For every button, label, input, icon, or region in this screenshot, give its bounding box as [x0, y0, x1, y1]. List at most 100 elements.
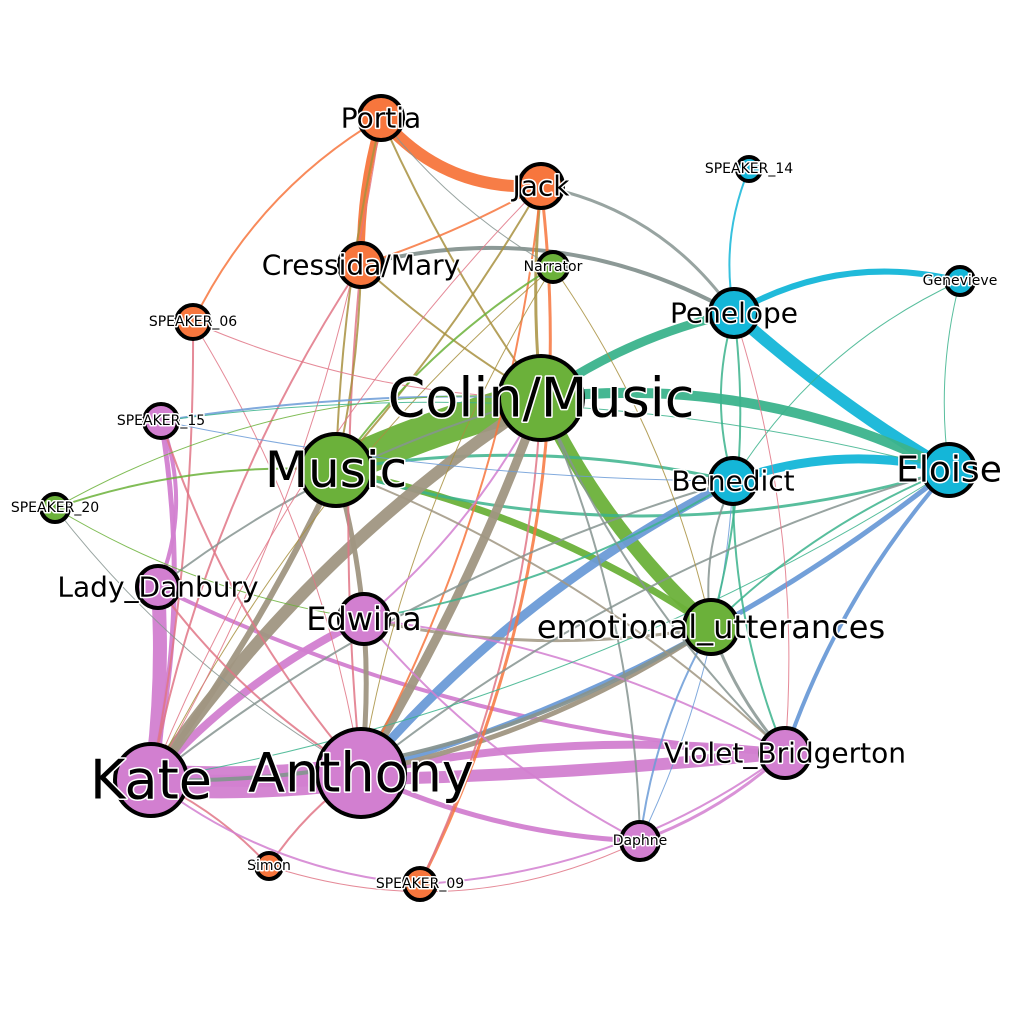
node-portia: Portia	[339, 94, 423, 142]
node-cressida: Cressida/Mary	[260, 241, 462, 289]
node-edwina: Edwina	[305, 592, 423, 646]
node-circle-cressida	[337, 241, 385, 289]
node-label-speaker09: SPEAKER_09	[376, 876, 464, 892]
node-circle-colin	[497, 354, 585, 442]
node-benedict: Benedict	[670, 456, 796, 506]
node-label-violet: Violet_Bridgerton	[664, 737, 906, 770]
node-label-benedict: Benedict	[671, 465, 794, 498]
node-label-colin: Colin/Music	[388, 367, 695, 430]
edge-music-eloise	[335, 468, 950, 518]
node-penelope: Penelope	[669, 287, 800, 339]
node-label-eloise: Eloise	[896, 450, 1002, 491]
edge-jack-anthony	[360, 185, 542, 774]
edge-jack-music	[335, 185, 542, 471]
edge-portia-speaker06	[192, 117, 382, 323]
edge-speaker15-benedict	[160, 420, 734, 482]
node-label-edwina: Edwina	[306, 600, 421, 638]
edge-speaker09-violet	[419, 752, 786, 885]
edge-speaker06-anthony	[192, 321, 362, 774]
node-circle-violet	[758, 726, 812, 780]
edge-eloise-emotional	[710, 469, 950, 628]
edge-speaker20-anthony	[54, 507, 362, 774]
edge-benedict-kate	[150, 480, 734, 781]
node-circle-jack	[517, 162, 565, 210]
edge-music-benedict	[335, 453, 734, 483]
edge-narrator-music	[335, 266, 554, 471]
edge-edwina-daphne	[363, 618, 641, 842]
edge-music-emotional	[335, 466, 713, 630]
node-circle-speaker09	[402, 866, 438, 902]
node-label-speaker06: SPEAKER_06	[149, 314, 237, 330]
edge-speaker15-anthony	[160, 420, 362, 774]
node-label-emotional: emotional_utterances	[537, 608, 885, 646]
node-label-simon: Simon	[247, 858, 291, 874]
node-simon: Simon	[246, 851, 292, 881]
node-colin: Colin/Music	[386, 354, 696, 442]
node-label-narrator: Narrator	[524, 259, 583, 275]
node-music: Music	[263, 432, 409, 508]
node-label-anthony: Anthony	[248, 742, 474, 805]
edge-violet-eloise	[783, 468, 951, 754]
edge-violet-music	[335, 469, 786, 754]
edge-anthony-benedict	[357, 476, 736, 776]
node-circle-penelope	[708, 287, 760, 339]
node-emotional: emotional_utterances	[535, 598, 887, 656]
node-label-portia: Portia	[341, 102, 421, 135]
node-label-danbury: Lady_Danbury	[57, 571, 258, 604]
node-daphne: Daphne	[611, 820, 669, 862]
node-circle-daphne	[619, 820, 661, 862]
edge-violet-penelope	[733, 312, 790, 754]
node-speaker20: SPEAKER_20	[9, 492, 101, 524]
edge-jack-speaker09	[418, 185, 552, 885]
node-speaker14: SPEAKER_14	[703, 155, 795, 183]
node-label-speaker14: SPEAKER_14	[705, 161, 793, 177]
node-circle-eloise	[921, 442, 977, 498]
edge-portia-music	[335, 117, 382, 471]
edge-portia-narrator	[380, 117, 554, 268]
node-eloise: Eloise	[895, 442, 1003, 498]
node-label-jack: Jack	[510, 170, 570, 203]
node-danbury: Lady_Danbury	[56, 564, 260, 610]
node-label-penelope: Penelope	[670, 297, 798, 330]
edge-portia-kate	[150, 117, 382, 781]
node-circle-genevieve	[944, 265, 976, 297]
edge-cressida-anthony	[347, 264, 362, 774]
edge-edwina-emotional	[363, 617, 712, 643]
node-circle-anthony	[315, 727, 407, 819]
node-speaker06: SPEAKER_06	[147, 303, 239, 341]
node-circle-simon	[254, 851, 284, 881]
node-circle-speaker06	[174, 303, 212, 341]
edge-genevieve-benedict	[732, 280, 961, 482]
edge-penelope-jack	[540, 184, 736, 314]
node-circle-danbury	[135, 564, 181, 610]
node-circle-speaker15	[142, 402, 180, 440]
node-circle-narrator	[536, 250, 570, 284]
edge-emotional-narrator	[552, 266, 712, 628]
node-label-genevieve: Genevieve	[923, 273, 998, 289]
edge-cressida-kate	[150, 264, 362, 781]
edge-genevieve-eloise	[943, 280, 961, 471]
edge-penelope-eloise	[729, 308, 953, 476]
edge-eloise-kate	[150, 469, 950, 781]
edge-cressida-jack	[360, 185, 542, 266]
node-circle-benedict	[708, 456, 758, 506]
edge-kate-emotional	[150, 625, 713, 783]
node-label-speaker20: SPEAKER_20	[11, 500, 99, 516]
node-anthony: Anthony	[247, 727, 475, 819]
node-circle-speaker20	[39, 492, 71, 524]
edge-edwina-benedict	[363, 480, 734, 620]
edge-violet-colin	[540, 397, 786, 754]
node-kate: Kate	[89, 742, 213, 818]
edge-eloise-anthony	[360, 469, 950, 774]
node-label-daphne: Daphne	[613, 833, 668, 849]
node-circle-kate	[113, 742, 189, 818]
node-circle-portia	[357, 94, 405, 142]
edge-speaker20-colin	[54, 395, 542, 509]
edge-speaker09-colin	[419, 397, 542, 885]
node-circle-speaker14	[735, 155, 763, 183]
edge-penelope-genevieve	[732, 268, 961, 316]
node-circle-edwina	[337, 592, 391, 646]
node-jack: Jack	[509, 162, 572, 210]
edge-simon-daphne	[268, 840, 641, 893]
